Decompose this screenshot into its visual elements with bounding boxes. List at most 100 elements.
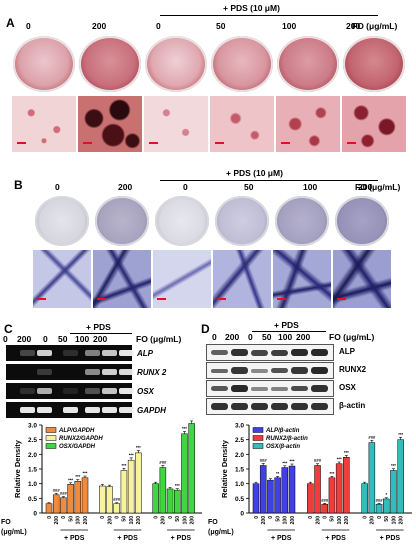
blot-band (291, 385, 308, 392)
significance-mark: *** (329, 471, 334, 476)
dose-label: 0 (248, 332, 253, 342)
x-tick-label: 0 (377, 516, 383, 519)
y-axis-title: Relative Density (13, 439, 22, 498)
scale-bar (281, 142, 290, 144)
bar (361, 483, 368, 514)
pds-group-label: + PDS (325, 535, 346, 542)
micrograph (144, 96, 208, 152)
scale-bar (149, 142, 158, 144)
blot-strip (206, 344, 334, 361)
blot-band (211, 403, 228, 410)
y-tick-label: 0 (33, 511, 37, 518)
y-tick-label: 1.5 (235, 467, 244, 474)
gel-band (119, 369, 135, 375)
legend-label: ALP/β-actin (265, 428, 300, 434)
significance-mark: ### (159, 460, 167, 465)
significance-mark: *** (121, 463, 126, 468)
legend-swatch (252, 427, 264, 433)
bar (135, 452, 142, 514)
x-tick-label: 0 (168, 516, 174, 519)
blot-band (291, 349, 308, 356)
y-tick-label: 1.0 (28, 481, 37, 488)
bar (281, 467, 289, 514)
protein-label: OSX (339, 383, 356, 392)
x-tick-label: 0 (100, 516, 106, 519)
x-tick-label: 0 (153, 516, 159, 519)
panel-d-fo-label: FO (μg/mL) (329, 332, 375, 342)
x-tick-label: 200 (107, 516, 113, 525)
scale-bar (215, 142, 224, 144)
bar (397, 439, 404, 514)
blot-band (211, 350, 228, 356)
dose-label: 0 (3, 334, 8, 344)
y-tick-label: 0.5 (235, 496, 244, 503)
scale-bar (157, 298, 166, 300)
stained-well (335, 196, 389, 246)
dose-label: 0 (212, 332, 217, 342)
dose-label: 100 (282, 21, 297, 31)
bar (81, 477, 89, 514)
stained-well (215, 196, 269, 246)
panel-d-pds-bar (252, 331, 326, 333)
stained-well (95, 196, 149, 246)
micrograph (210, 96, 274, 152)
bar (120, 470, 128, 514)
x-tick-label: 50 (68, 516, 74, 522)
x-tick-label: 0 (362, 516, 368, 519)
legend-label: ALP/GAPDH (58, 428, 95, 434)
pds-group-label: + PDS (117, 535, 138, 542)
panel-b-pds-bar (160, 180, 378, 182)
gel-band (85, 369, 101, 375)
x-tick-label: 200 (161, 516, 167, 525)
micrograph (273, 250, 331, 308)
gel-band (102, 407, 118, 413)
bar (328, 477, 336, 514)
bar (375, 503, 383, 514)
culture-well (13, 36, 75, 92)
blot-strip (206, 398, 334, 415)
blot-band (271, 387, 288, 391)
pds-group-label: + PDS (380, 535, 401, 542)
bar (314, 465, 321, 514)
gel-band (85, 388, 101, 394)
gel-band (85, 407, 101, 413)
dose-label: 200 (92, 21, 107, 31)
blot-band (291, 403, 308, 410)
blot-band (211, 386, 228, 392)
dose-label: 200 (93, 334, 108, 344)
micrograph (153, 250, 211, 308)
bar (321, 503, 328, 514)
x-tick-label: 0 (115, 516, 121, 519)
significance-mark: ### (368, 435, 376, 440)
pds-group-label: + PDS (171, 535, 192, 542)
significance-mark: ### (113, 497, 121, 502)
bar (174, 489, 181, 514)
significance-mark: *** (282, 460, 287, 465)
dose-label: 0 (43, 334, 48, 344)
significance-mark: ### (53, 488, 61, 493)
gel-band (20, 350, 36, 356)
bar (343, 457, 350, 514)
significance-mark: *** (290, 459, 295, 464)
dose-label: 200 (296, 332, 311, 342)
dose-label: 0 (183, 182, 188, 192)
bar (60, 497, 67, 514)
x-tick-label: 0 (308, 516, 314, 519)
gel-band (37, 369, 53, 375)
dose-label: 50 (244, 182, 254, 192)
x-tick-label: 200 (189, 516, 195, 525)
blot-band (231, 349, 248, 356)
significance-mark: *** (136, 445, 141, 450)
legend-swatch (45, 427, 57, 433)
panel-d-treatment: + PDS (274, 320, 299, 330)
panel-c-treatment: + PDS (86, 322, 111, 332)
legend-swatch (45, 435, 57, 441)
x-tick-label: 200 (315, 516, 321, 525)
protein-label: ALP (339, 347, 355, 356)
bar (181, 433, 188, 514)
y-tick-label: 1.5 (28, 467, 37, 474)
pds-group-label: + PDS (64, 535, 85, 542)
dose-label: 200 (118, 182, 133, 192)
gene-label: GAPDH (137, 406, 166, 415)
blot-band (271, 368, 288, 374)
